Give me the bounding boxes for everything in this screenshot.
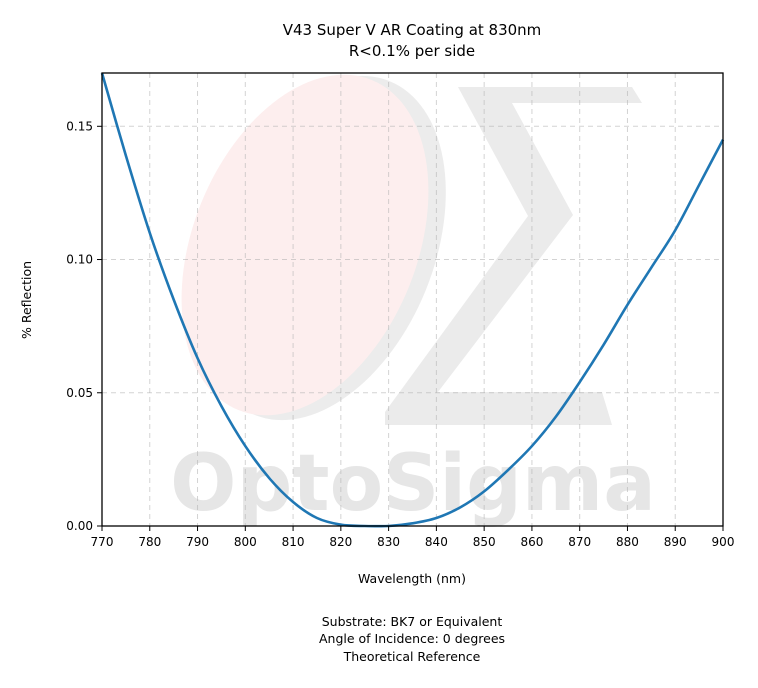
x-axis-label: Wavelength (nm) (358, 571, 466, 586)
chart-title: V43 Super V AR Coating at 830nm (283, 21, 542, 39)
y-tick-label: 0.10 (66, 253, 93, 267)
optosigma-watermark-logo: OptoSigma (170, 74, 656, 529)
x-tick-label: 800 (234, 535, 257, 549)
x-tick-label: 850 (473, 535, 496, 549)
x-tick-label: 890 (664, 535, 687, 549)
x-tick-label: 770 (91, 535, 114, 549)
x-tick-label: 790 (186, 535, 209, 549)
x-tick-label: 840 (425, 535, 448, 549)
x-tick-label: 830 (377, 535, 400, 549)
y-tick-label: 0.15 (66, 119, 93, 133)
x-tick-label: 860 (520, 535, 543, 549)
y-axis-label: % Reflection (19, 261, 34, 339)
axis-ticks: 770 780 790 800 810 820 830 840 850 860 870 880 890 9… (66, 119, 734, 549)
chart-subtitle: R<0.1% per side (349, 42, 475, 60)
caption-substrate: Substrate: BK7 or Equivalent (322, 614, 503, 629)
y-tick-label: 0.00 (66, 519, 93, 533)
x-tick-label: 880 (616, 535, 639, 549)
plot-frame (101, 72, 724, 527)
reflection-curve (100, 72, 725, 528)
y-tick-label: 0.05 (66, 386, 93, 400)
caption-angle: Angle of Incidence: 0 degrees (319, 631, 505, 646)
x-tick-label: 780 (138, 535, 161, 549)
caption-reference: Theoretical Reference (343, 649, 481, 664)
x-tick-label: 870 (568, 535, 591, 549)
x-tick-label: 820 (329, 535, 352, 549)
x-tick-label: 900 (712, 535, 735, 549)
series-layer (100, 72, 725, 528)
x-tick-label: 810 (282, 535, 305, 549)
watermark-text: OptoSigma (170, 439, 656, 529)
